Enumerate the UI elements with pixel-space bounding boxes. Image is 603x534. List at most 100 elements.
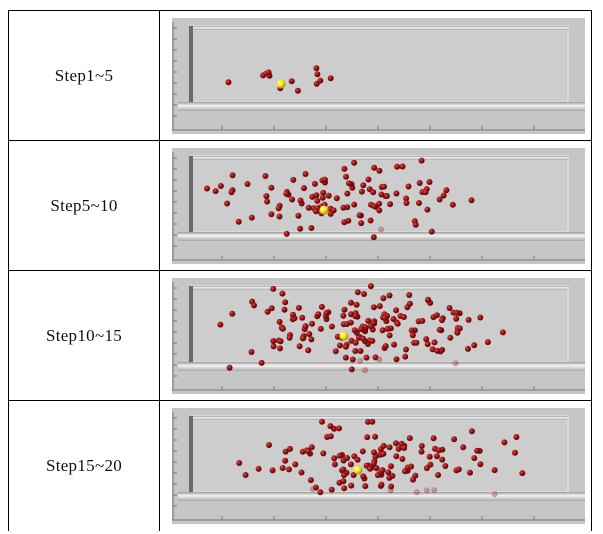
dot <box>369 419 375 425</box>
dot <box>368 218 374 224</box>
dot <box>287 335 293 341</box>
dot <box>322 177 328 183</box>
dot <box>354 302 360 308</box>
dot <box>390 316 396 322</box>
dot <box>346 180 352 186</box>
dot <box>348 311 354 317</box>
dot <box>259 360 265 366</box>
dot <box>477 315 483 321</box>
dot <box>266 69 272 75</box>
dot <box>416 200 422 206</box>
dot <box>431 487 437 493</box>
dot <box>492 467 498 473</box>
dot <box>278 338 284 344</box>
dot <box>406 292 412 298</box>
dot <box>358 326 364 332</box>
dot <box>310 486 316 492</box>
dot <box>298 198 304 204</box>
dot <box>355 289 361 295</box>
dot <box>268 185 274 191</box>
dot <box>368 323 374 329</box>
dot <box>343 174 349 180</box>
dot <box>340 467 346 473</box>
dot <box>263 193 269 199</box>
dot <box>456 466 462 472</box>
dot <box>434 453 440 459</box>
dot <box>297 226 303 232</box>
dot <box>419 318 425 324</box>
dot <box>492 491 498 497</box>
highlight-dot <box>340 332 349 341</box>
dot <box>314 71 320 77</box>
dot <box>313 65 319 71</box>
dot <box>362 483 368 489</box>
back-wall <box>190 26 568 102</box>
dot <box>277 214 283 220</box>
dot <box>395 321 401 327</box>
dot <box>404 200 410 206</box>
dot <box>289 78 295 84</box>
dot <box>400 164 406 170</box>
table-row: Step5~10 <box>8 140 592 271</box>
dot <box>451 436 457 442</box>
dot <box>391 342 397 348</box>
dot <box>376 356 382 362</box>
dot <box>447 335 453 341</box>
dot <box>314 198 320 204</box>
plot-illustration <box>172 408 585 524</box>
dot <box>280 465 286 471</box>
dot <box>379 482 385 488</box>
dot <box>328 75 334 81</box>
dot <box>393 453 399 459</box>
dot <box>236 460 242 466</box>
dot <box>360 182 366 188</box>
dot <box>331 455 337 461</box>
dot <box>270 467 276 473</box>
dot <box>284 231 290 237</box>
dot <box>306 331 312 337</box>
plot-illustration <box>172 148 585 264</box>
dot <box>406 184 412 190</box>
dot <box>336 425 342 431</box>
dot <box>372 434 378 440</box>
dot <box>387 444 393 450</box>
dot <box>465 346 471 352</box>
dot <box>424 207 430 213</box>
dot <box>385 469 391 475</box>
dot <box>337 453 343 459</box>
dot <box>351 202 357 208</box>
dot <box>371 449 377 455</box>
dot <box>305 347 311 353</box>
dot <box>427 179 433 185</box>
dot <box>380 467 386 473</box>
dot <box>393 440 399 446</box>
dot <box>387 201 393 207</box>
dot <box>364 355 370 361</box>
dot <box>358 220 364 226</box>
dot <box>270 338 276 344</box>
dot <box>224 201 230 207</box>
dot <box>341 219 347 225</box>
dot <box>245 181 251 187</box>
dot <box>292 461 298 467</box>
dot <box>296 305 302 311</box>
dot <box>329 324 335 330</box>
dot <box>227 365 233 371</box>
dot <box>435 472 441 478</box>
dot <box>410 477 416 483</box>
dot <box>439 457 445 463</box>
image-cell <box>159 401 592 531</box>
dot <box>434 312 440 318</box>
back-wall <box>190 286 568 362</box>
dot <box>326 193 332 199</box>
dot <box>401 445 407 451</box>
dot <box>204 186 210 192</box>
plot-illustration <box>172 278 585 394</box>
dot <box>380 295 386 301</box>
dot <box>350 357 356 363</box>
dot <box>341 166 347 172</box>
dot <box>364 434 370 440</box>
dot <box>450 202 456 208</box>
dot <box>329 487 335 493</box>
dot <box>342 307 348 313</box>
